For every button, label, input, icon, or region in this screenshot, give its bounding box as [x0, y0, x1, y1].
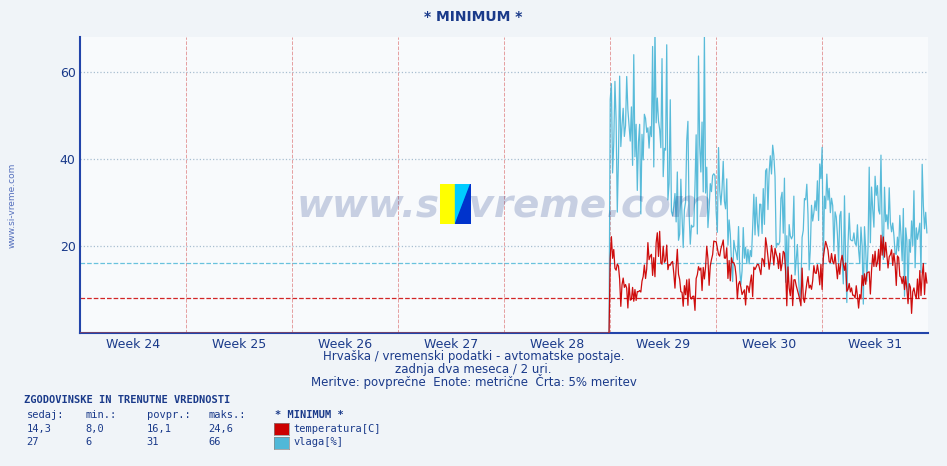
Text: zadnja dva meseca / 2 uri.: zadnja dva meseca / 2 uri. — [395, 363, 552, 376]
Text: 66: 66 — [208, 438, 221, 447]
Text: Meritve: povprečne  Enote: metrične  Črta: 5% meritev: Meritve: povprečne Enote: metrične Črta:… — [311, 374, 636, 389]
Text: temperatura[C]: temperatura[C] — [294, 424, 381, 433]
Text: 8,0: 8,0 — [85, 424, 104, 433]
Text: 6: 6 — [85, 438, 92, 447]
Polygon shape — [456, 184, 471, 224]
Text: 24,6: 24,6 — [208, 424, 233, 433]
Text: www.si-vreme.com: www.si-vreme.com — [296, 187, 712, 225]
Text: www.si-vreme.com: www.si-vreme.com — [8, 162, 17, 248]
Text: sedaj:: sedaj: — [27, 410, 64, 419]
Bar — [440, 184, 456, 224]
Text: povpr.:: povpr.: — [147, 410, 190, 419]
Text: * MINIMUM *: * MINIMUM * — [275, 410, 344, 419]
Text: 31: 31 — [147, 438, 159, 447]
Text: 14,3: 14,3 — [27, 424, 51, 433]
Text: Hrvaška / vremenski podatki - avtomatske postaje.: Hrvaška / vremenski podatki - avtomatske… — [323, 350, 624, 363]
Text: min.:: min.: — [85, 410, 116, 419]
Text: ZGODOVINSKE IN TRENUTNE VREDNOSTI: ZGODOVINSKE IN TRENUTNE VREDNOSTI — [24, 395, 230, 405]
Text: * MINIMUM *: * MINIMUM * — [424, 10, 523, 24]
Text: 16,1: 16,1 — [147, 424, 171, 433]
Text: maks.:: maks.: — [208, 410, 246, 419]
Text: vlaga[%]: vlaga[%] — [294, 438, 344, 447]
Polygon shape — [456, 184, 471, 224]
Text: 27: 27 — [27, 438, 39, 447]
